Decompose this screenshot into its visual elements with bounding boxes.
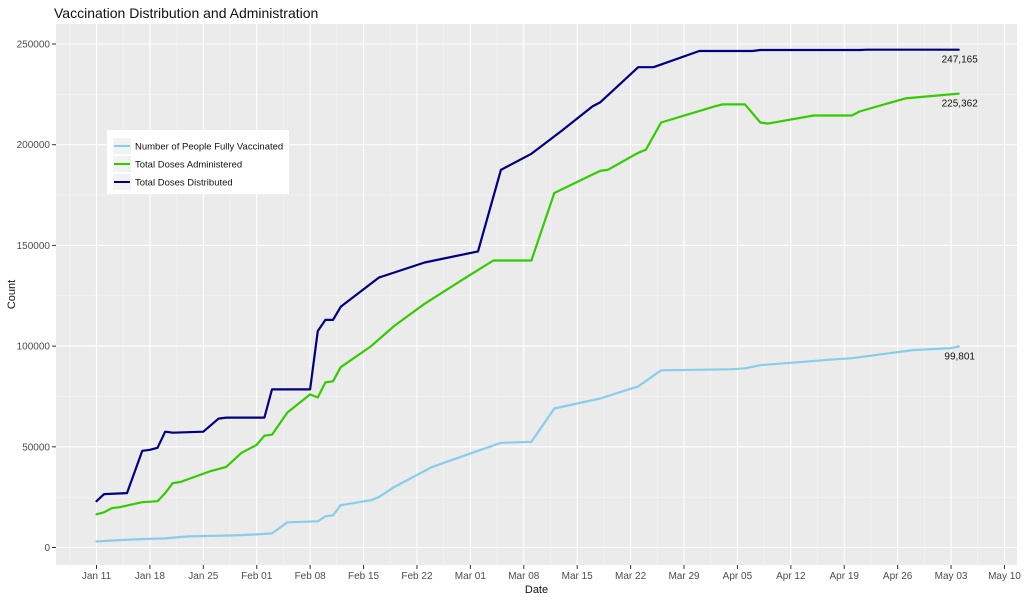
- legend-label-0: Number of People Fully Vaccinated: [135, 142, 283, 153]
- series-end-label-2: 247,165: [942, 55, 979, 66]
- y-tick-label: 250000: [17, 40, 51, 51]
- chart-title: Vaccination Distribution and Administrat…: [54, 5, 318, 21]
- series-line-2: [95, 48, 960, 503]
- axes: 0 50000 100000 150000 200000 250000 Jan 11 Jan …: [17, 40, 1022, 583]
- legend: Number of People Fully Vaccinated Total D…: [107, 130, 289, 194]
- x-tick-label: Feb 15: [348, 571, 380, 582]
- x-tick-label: Jan 11: [82, 571, 112, 582]
- x-tick-label: Apr 05: [723, 571, 753, 582]
- x-tick-label: Mar 22: [615, 571, 647, 582]
- x-tick-label: Mar 08: [508, 571, 540, 582]
- x-tick-label: Mar 15: [562, 571, 594, 582]
- y-tick-label: 50000: [22, 442, 50, 453]
- x-tick-label: Mar 01: [455, 571, 487, 582]
- major-gridlines: [56, 24, 1017, 565]
- y-tick-label: 150000: [17, 241, 51, 252]
- x-tick-label: Feb 01: [241, 571, 273, 582]
- legend-label-2: Total Doses Distributed: [135, 178, 233, 189]
- x-tick-label: Feb 22: [401, 571, 433, 582]
- x-tick-label: Jan 25: [188, 571, 218, 582]
- series-line-1: [95, 92, 960, 516]
- y-tick-label: 100000: [17, 342, 51, 353]
- minor-gridlines: [56, 24, 1017, 565]
- x-tick-label: May 03: [935, 571, 968, 582]
- x-tick-label: Mar 29: [668, 571, 700, 582]
- x-tick-label: May 10: [988, 571, 1021, 582]
- x-tick-label: Apr 19: [830, 571, 860, 582]
- x-tick-label: Jan 18: [135, 571, 165, 582]
- y-tick-label: 200000: [17, 140, 51, 151]
- x-axis-title: Date: [525, 584, 548, 596]
- series-end-label-0: 99,801: [944, 352, 975, 363]
- series-end-label-1: 225,362: [942, 99, 979, 110]
- series-lines: [95, 48, 960, 543]
- legend-box: [107, 130, 289, 194]
- legend-label-1: Total Doses Administered: [135, 160, 242, 171]
- plot-panel: [56, 24, 1017, 565]
- y-tick-label: 0: [44, 543, 50, 554]
- end-labels: 99,801 225,362 247,165: [942, 55, 979, 363]
- x-tick-label: Apr 12: [776, 571, 806, 582]
- x-tick-label: Apr 26: [883, 571, 913, 582]
- y-axis-title: Count: [6, 280, 18, 309]
- series-line-0: [95, 345, 960, 543]
- x-tick-label: Feb 08: [295, 571, 327, 582]
